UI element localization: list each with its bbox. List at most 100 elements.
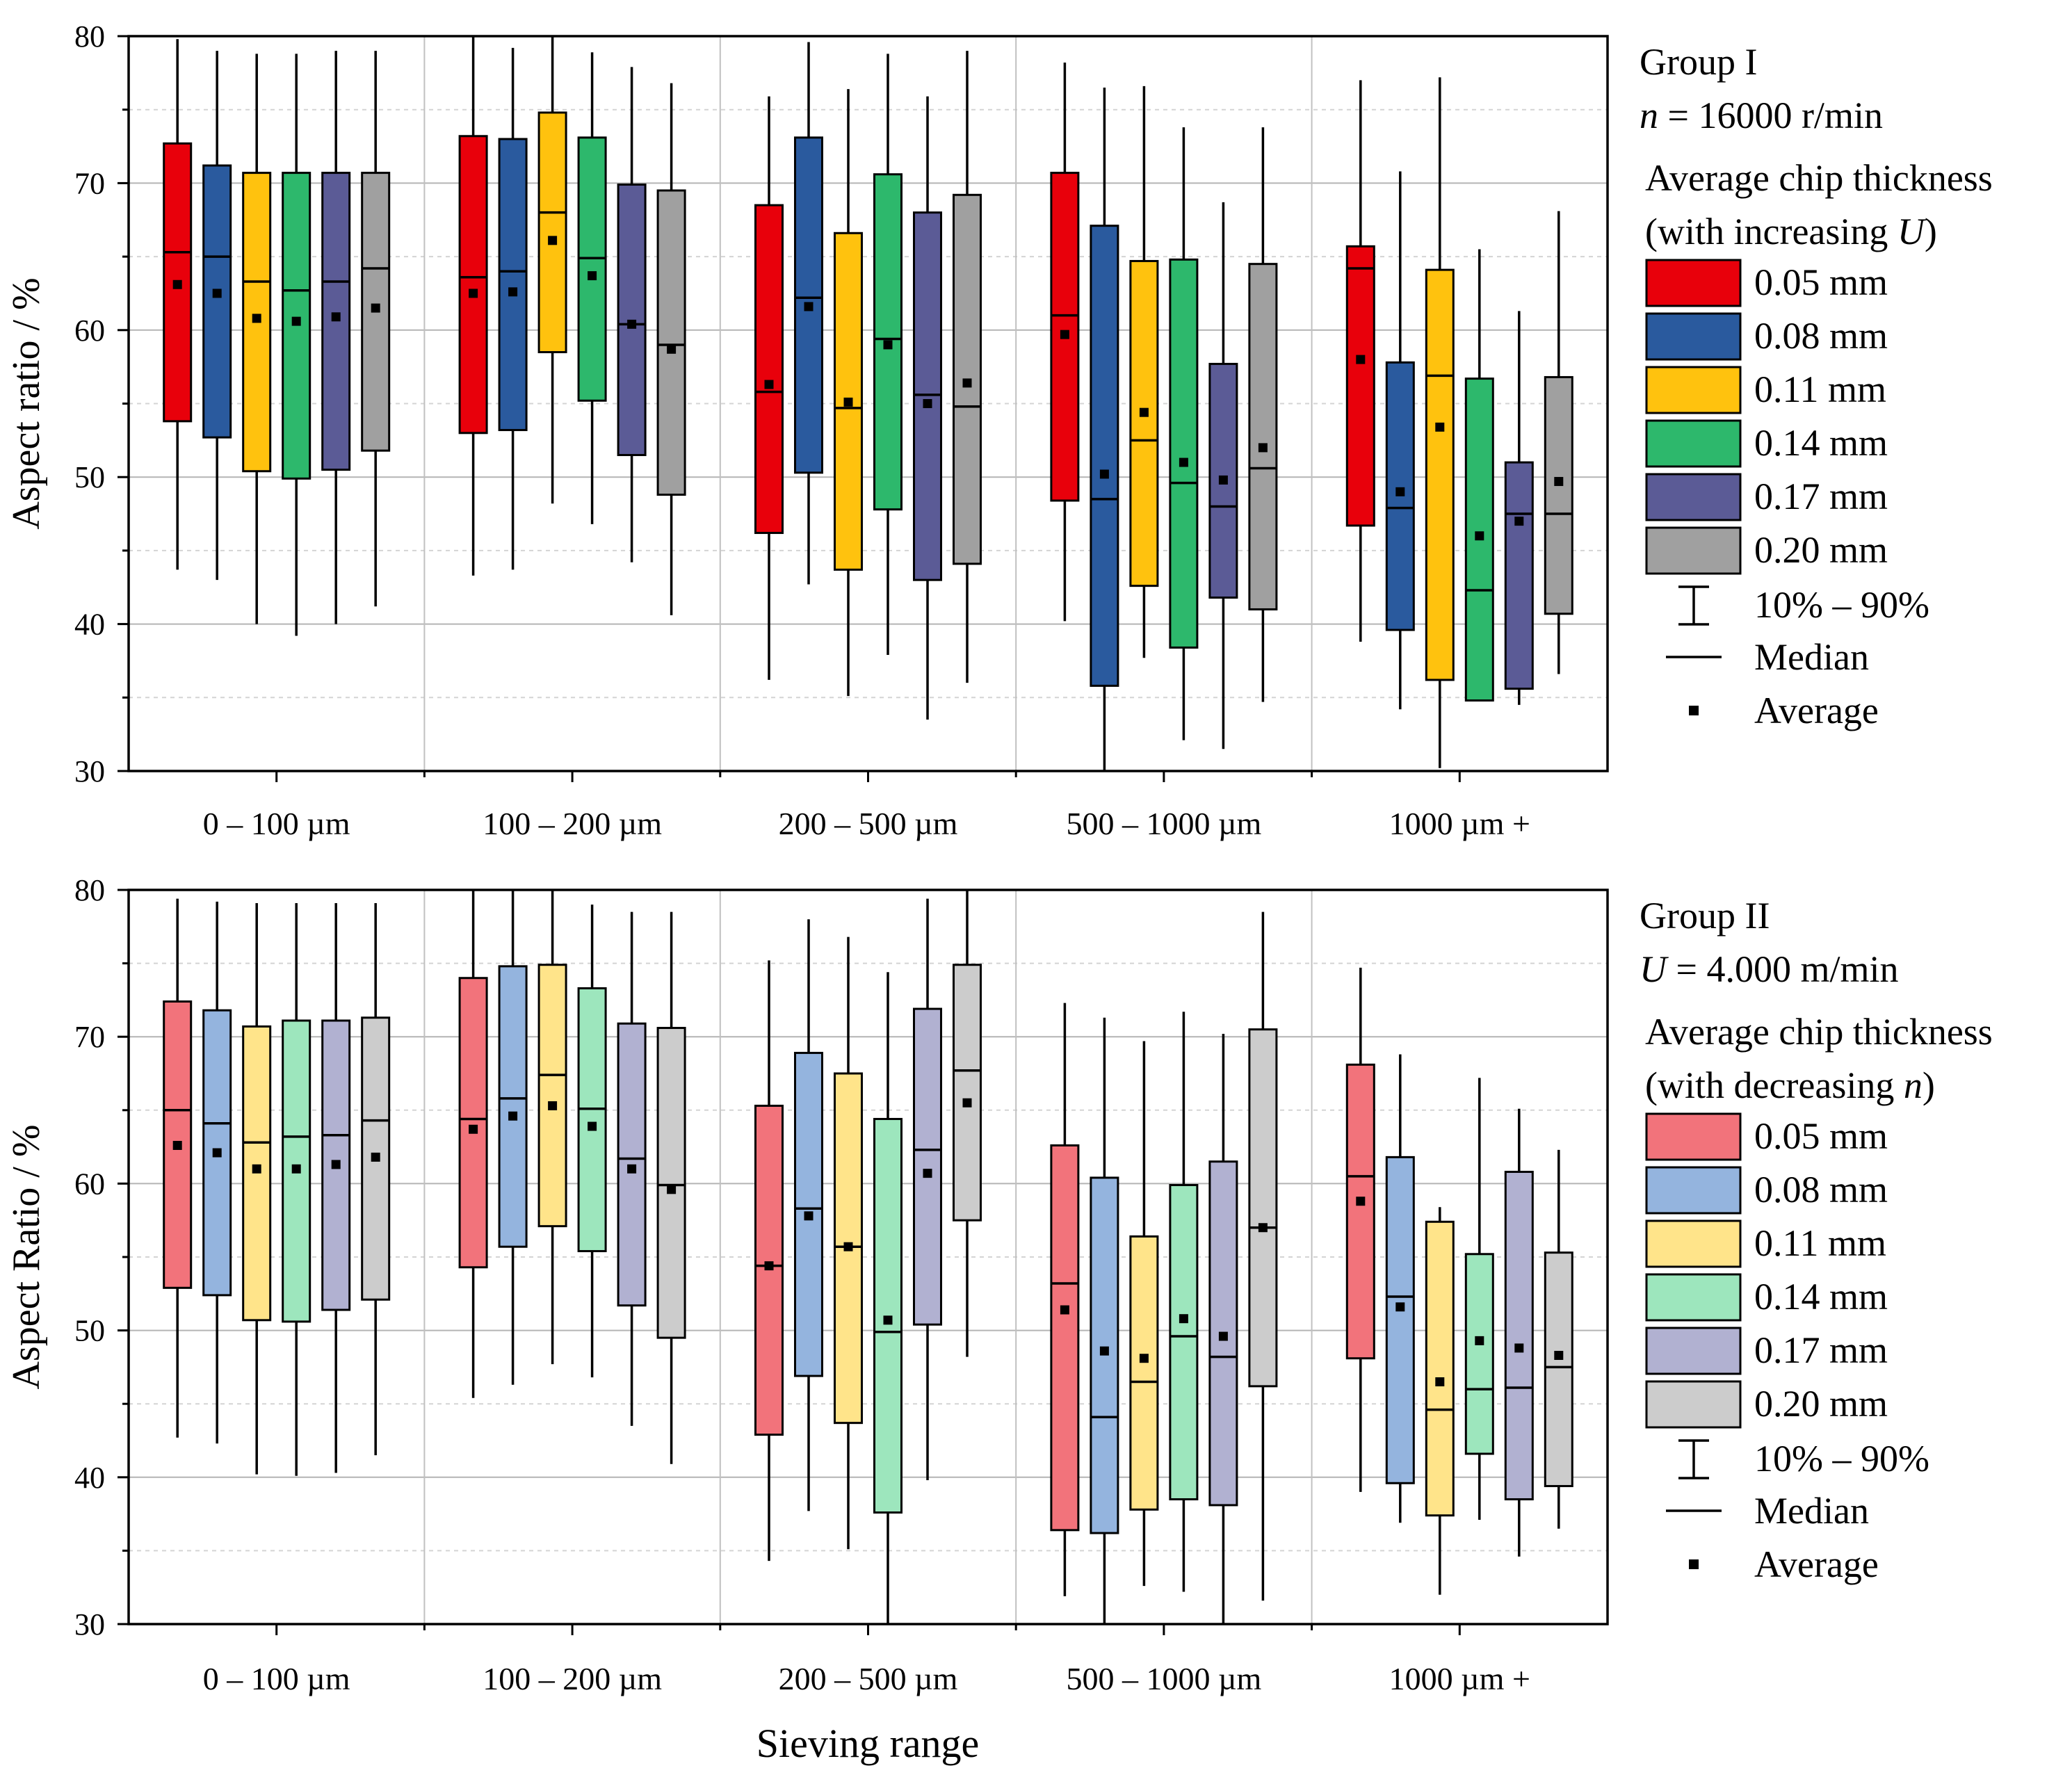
box-014mm-1: [577, 52, 607, 524]
mean-marker: [1218, 1331, 1228, 1341]
iqr-box: [1090, 225, 1119, 687]
box-011mm-1: [537, 36, 567, 504]
legend-average-label: Average: [1754, 1543, 1879, 1585]
mean-marker: [1356, 355, 1366, 364]
legend-subtitle-var: U: [1897, 211, 1927, 252]
legend-median-label: Median: [1754, 636, 1869, 678]
box-011mm-2: [834, 89, 863, 697]
iqr-box: [754, 204, 784, 535]
y-axis-title: Aspect Ratio / %: [5, 1124, 48, 1389]
legend-label: 0.14 mm: [1754, 1276, 1888, 1317]
iqr-box: [1208, 1160, 1238, 1507]
box-014mm-3: [1169, 1012, 1199, 1592]
iqr-box: [1544, 1251, 1573, 1487]
iqr-box: [1425, 1220, 1455, 1517]
category-label: 100 – 200 µm: [483, 1661, 662, 1696]
legend-condition: n = 16000 r/min: [1640, 95, 1883, 136]
box-017mm-3: [1208, 1033, 1238, 1624]
box-020mm-0: [361, 51, 391, 607]
y-tick-label: 50: [74, 1314, 105, 1348]
iqr-box: [1050, 1144, 1080, 1532]
mean-marker: [843, 1242, 853, 1251]
category-label: 100 – 200 µm: [483, 806, 662, 841]
box-005mm-3: [1050, 1003, 1080, 1596]
iqr-box: [1504, 461, 1534, 690]
mean-marker: [331, 312, 341, 322]
legend-swatch: [1645, 259, 1742, 307]
mean-marker: [804, 1211, 814, 1221]
mean-marker: [548, 1101, 558, 1110]
mean-marker: [843, 397, 853, 407]
iqr-box: [498, 965, 528, 1248]
legend-label: 0.08 mm: [1754, 1169, 1888, 1210]
box-005mm-1: [458, 890, 488, 1398]
legend-subtitle-pre: (with decreasing: [1645, 1064, 1904, 1106]
category-label: 0 – 100 µm: [203, 806, 350, 841]
box-011mm-3: [1129, 1041, 1159, 1587]
iqr-box: [1129, 259, 1159, 587]
iqr-box: [913, 1007, 942, 1326]
mean-marker: [1099, 469, 1109, 479]
legend-swatch: [1645, 312, 1742, 361]
box-017mm-4: [1504, 1108, 1534, 1557]
legend: Group I n = 16000 r/min Average chip thick…: [1640, 41, 1993, 731]
mean-marker: [1139, 407, 1149, 417]
y-tick-label: 60: [74, 314, 105, 348]
iqr-box: [1504, 1171, 1534, 1500]
box-008mm-1: [498, 47, 528, 570]
box-017mm-0: [321, 903, 351, 1473]
legend-subtitle: Average chip thickness: [1645, 157, 1993, 199]
iqr-box: [1248, 263, 1278, 610]
legend-condition-variable: U: [1640, 948, 1669, 990]
iqr-box: [577, 987, 607, 1253]
iqr-box: [537, 111, 567, 354]
legend: Group II U = 4.000 m/min Average chip thic…: [1640, 895, 1993, 1585]
iqr-box: [1544, 375, 1573, 615]
box-014mm-0: [282, 903, 311, 1476]
box-017mm-3: [1208, 202, 1238, 749]
category-label: 1000 µm +: [1389, 806, 1530, 841]
mean-marker: [508, 1111, 518, 1121]
mean-marker: [1179, 457, 1188, 467]
box-008mm-3: [1090, 87, 1119, 771]
mean-marker: [252, 314, 261, 323]
iqr-box: [1090, 1176, 1119, 1534]
legend-whisker-label: 10% – 90%: [1754, 584, 1929, 626]
box-005mm-4: [1345, 967, 1375, 1492]
mean-marker: [1554, 477, 1564, 487]
category-label: 500 – 1000 µm: [1067, 806, 1262, 841]
iqr-box: [202, 164, 232, 439]
box-020mm-2: [953, 51, 982, 683]
box-005mm-2: [754, 960, 784, 1562]
mean-marker: [508, 287, 518, 297]
iqr-box: [953, 964, 982, 1222]
legend-median-label: Median: [1754, 1490, 1869, 1532]
legend-swatch: [1645, 419, 1742, 468]
box-014mm-4: [1464, 249, 1494, 702]
box-014mm-0: [282, 54, 311, 636]
mean-marker: [1139, 1354, 1149, 1363]
mean-marker: [1395, 487, 1405, 496]
box-014mm-1: [577, 905, 607, 1378]
box-011mm-3: [1129, 86, 1159, 658]
box-020mm-3: [1248, 911, 1278, 1601]
legend-label: 0.14 mm: [1754, 422, 1888, 464]
iqr-box: [1425, 268, 1455, 681]
mean-marker: [627, 319, 637, 329]
mean-marker: [1099, 1346, 1109, 1356]
y-tick-label: 80: [74, 19, 105, 54]
legend-group-title: Group II: [1640, 895, 1770, 936]
mean-marker: [883, 340, 893, 350]
box-020mm-1: [656, 911, 686, 1464]
box-020mm-1: [656, 83, 686, 615]
mean-marker: [1554, 1351, 1564, 1361]
mean-marker: [371, 303, 380, 313]
category-label: 0 – 100 µm: [203, 1661, 350, 1696]
mean-marker: [804, 302, 814, 311]
box-011mm-4: [1425, 1207, 1455, 1595]
box-014mm-2: [873, 972, 903, 1624]
legend-label: 0.11 mm: [1754, 1222, 1886, 1264]
iqr-box: [1169, 1184, 1199, 1500]
box-017mm-0: [321, 51, 351, 624]
mean-marker: [469, 1124, 478, 1134]
